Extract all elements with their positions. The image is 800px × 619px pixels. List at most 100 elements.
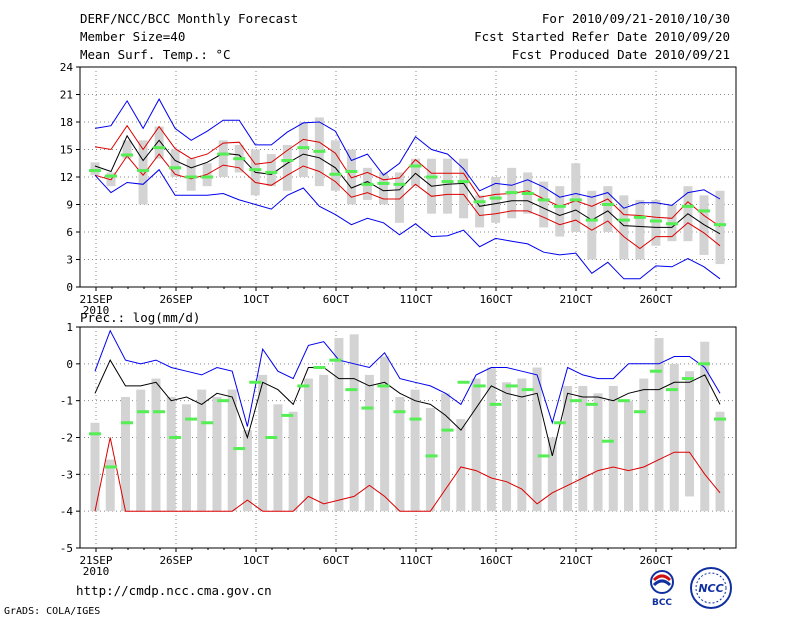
prec-observation-mark [249,380,262,384]
prec-observation-mark [105,465,118,469]
temp-observation-mark [425,175,438,179]
temp-ytick-label: 24 [60,61,74,74]
prec-observation-mark [585,402,598,406]
source-url[interactable]: http://cmdp.ncc.cma.gov.cn [76,583,272,598]
prec-xtick-label: 11OCT [399,554,432,567]
prec-member-range-box [715,411,725,512]
member-size-label: Member Size=40 [80,29,186,44]
prec-observation-mark [409,417,422,421]
variable-label: Mean Surf. Temp.: °C [80,47,231,62]
prec-xtick-label: 21OCT [559,554,592,567]
temp-observation-mark [201,175,214,179]
temp-member-range-box [587,190,597,260]
temp-observation-mark [137,169,150,173]
prec-member-range-box [532,367,542,512]
temp-member-range-box [555,186,565,237]
prec-observation-mark [714,417,726,421]
temp-xtick-label: 6OCT [323,293,350,306]
prec-ytick-label: -3 [60,468,73,481]
prec-member-range-box [105,459,115,512]
temp-ytick-label: 15 [60,144,73,157]
temp-member-range-box [298,122,308,177]
prec-observation-mark [329,358,342,362]
temp-observation-mark [441,180,454,184]
temp-xtick-label: 11OCT [399,293,432,306]
temp-member-range-box [603,186,613,232]
prec-observation-mark [121,421,134,425]
prec-line-mean [94,359,721,457]
forecast-period: For 2010/09/21-2010/10/30 [541,11,730,26]
prec-observation-mark [201,421,214,425]
prec-member-range-box [593,393,603,512]
temp-observation-mark [265,170,278,174]
prec-observation-mark [233,447,246,451]
prec-member-range-box [181,404,191,512]
precip-panel-title: Prec.: log(mm/d) [80,310,201,325]
prec-member-range-box [242,430,252,512]
temp-observation-mark [665,222,678,226]
temp-observation-mark [249,168,262,172]
prec-ytick-label: -2 [60,432,73,445]
temp-member-range-box [266,154,276,187]
prec-observation-mark [473,384,486,388]
prec-observation-mark [297,384,310,388]
prec-observation-mark [185,417,198,421]
temp-observation-mark [489,196,502,200]
prec-member-range-box [166,396,176,512]
prec-member-range-box [608,385,618,512]
temp-observation-mark [121,153,134,157]
prec-member-range-box [441,393,451,512]
temp-observation-mark [409,164,422,168]
prec-ytick-label: -5 [60,542,73,555]
temp-observation-mark [697,209,710,213]
prec-xtick-year: 2010 [83,565,110,578]
temp-ytick-label: 12 [60,171,73,184]
prec-xtick-label: 26OCT [639,554,672,567]
temp-line-lower [94,153,721,250]
prec-member-range-box [700,341,710,512]
temp-observation-mark [281,159,294,162]
prec-xtick-label: 1OCT [243,554,270,567]
prec-member-range-box [151,378,161,512]
temp-xtick-label: 26SEP [159,293,192,306]
temp-member-range-box [443,158,453,214]
temp-observation-mark [169,166,182,170]
temp-observation-mark [89,169,101,173]
temp-member-range-box [218,140,228,177]
temp-observation-mark [585,218,598,222]
temp-observation-mark [313,149,326,153]
temp-ytick-label: 9 [66,199,73,212]
bcc-logo-text: BCC [652,598,672,608]
temp-observation-mark [633,215,646,219]
ncc-logo-text: NCC [698,582,723,595]
ncc-logo: NCC [690,567,732,609]
refer-date: Fcst Started Refer Date 2010/09/20 [474,29,730,44]
temp-observation-mark [185,175,198,179]
prec-member-range-box [120,396,130,512]
prec-observation-mark [681,377,694,381]
prec-member-range-box [471,378,481,512]
temp-member-range-box [330,140,340,191]
temp-observation-mark [649,219,662,223]
prec-line-min [94,437,721,512]
forecast-title: DERF/NCC/BCC Monthly Forecast [80,11,299,26]
prec-member-range-box [502,382,512,512]
temp-xtick-label: 1OCT [243,293,270,306]
prec-member-range-box [303,378,313,512]
prec-xtick-label: 16OCT [479,554,512,567]
prec-observation-mark [697,362,710,366]
prec-member-range-box [395,396,405,512]
temp-observation-mark [217,152,230,156]
prec-observation-mark [441,428,454,432]
temp-member-range-box [394,172,404,223]
temp-observation-mark [537,198,550,202]
prec-member-range-box [136,389,146,512]
prec-ytick-label: -1 [60,395,73,408]
prec-observation-mark [281,413,294,417]
temp-ytick-label: 21 [60,89,73,102]
temp-ytick-label: 6 [66,226,73,239]
prec-observation-mark [553,421,566,425]
temp-observation-mark [569,198,582,202]
temp-member-range-box [154,126,164,159]
prec-xtick-label: 26SEP [159,554,192,567]
